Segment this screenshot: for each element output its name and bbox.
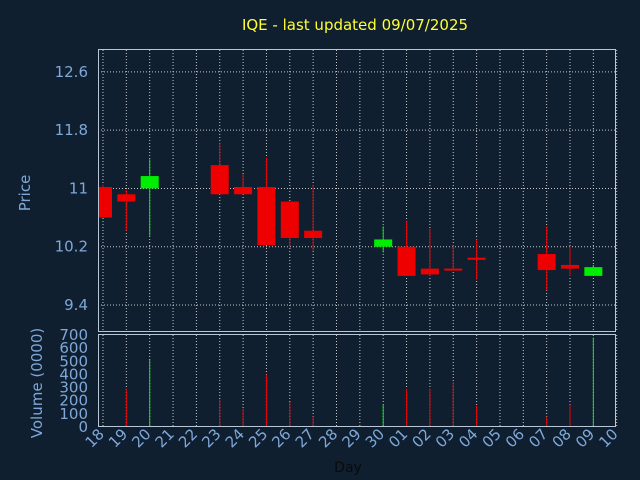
price-grid [98,50,618,332]
candle [467,239,486,280]
candle [210,143,229,195]
candle [584,264,603,276]
candle-body [304,230,323,238]
candle-body [234,186,253,195]
x-tick-label: 19 [105,425,131,451]
candle [420,228,439,276]
volume-y-tick-label: 200 [59,392,88,410]
candle-body [444,268,463,271]
candle-body [210,165,229,195]
chart-title: IQE - last updated 09/07/2025 [242,16,468,34]
x-tick-label: 21 [152,425,178,451]
price-y-tick-label: 10.2 [55,238,88,256]
candles [99,143,603,291]
price-y-tick-label: 12.6 [55,63,88,81]
candle-body [561,264,579,269]
x-tick-label: 08 [549,425,575,451]
x-axis-label: Day [334,460,362,476]
x-tick-label: 09 [572,425,598,451]
candle [561,246,579,276]
candle [117,189,136,231]
volume-bars [125,337,594,427]
price-y-tick-label: 9.4 [64,296,88,314]
candle-body [257,186,276,246]
volume-y-tick-label: 500 [59,352,88,370]
candle-body [420,268,439,275]
candle [257,157,276,246]
price-y-tick-label: 11 [69,179,88,197]
candle [99,184,112,218]
candle [280,201,299,247]
x-tick-label: 06 [502,425,528,451]
x-tick-label: 23 [198,425,224,451]
x-tick-label: 27 [292,425,318,451]
price-axis-label: Price [16,175,34,212]
candle [397,221,416,276]
x-tick-label: 05 [479,425,505,451]
x-tick-label: 30 [362,425,388,451]
volume-grid [102,335,618,427]
x-tick-label: 25 [245,425,271,451]
x-ticks: 1819202122232425262728293001020304050607… [82,425,622,451]
candle-body [397,246,416,276]
candle [304,184,323,251]
candle [140,159,159,236]
price-y-ticks: 9.4 10.2 11 11.8 12.6 [55,63,88,314]
price-y-tick-label: 11.8 [55,121,88,139]
volume-y-tick-label: 0 [78,418,88,436]
x-tick-label: 04 [455,425,481,451]
x-tick-label: 01 [385,425,411,451]
x-tick-label: 22 [175,425,201,451]
candle-body [467,257,486,260]
x-tick-label: 29 [338,425,364,451]
volume-y-tick-label: 300 [59,379,88,397]
candle-body [140,176,159,189]
x-tick-label: 07 [525,425,551,451]
x-tick-label: 24 [222,425,248,451]
candle-body [99,186,112,218]
candle-body [374,239,393,247]
candle-body [537,254,556,271]
price-panel-frame [98,49,616,332]
x-tick-label: 20 [128,425,154,451]
candle-body [584,267,603,276]
volume-axis-label: Volume (0000) [28,328,46,438]
candle [444,245,463,271]
candle [374,226,393,253]
volume-y-tick-label: 400 [59,365,88,383]
candle [234,173,253,195]
volume-panel-frame [98,334,616,427]
volume-y-tick-label: 100 [59,405,88,423]
candle-body [280,201,299,238]
candle [537,226,556,291]
x-tick-label: 10 [595,425,621,451]
x-tick-label: 03 [432,425,458,451]
x-tick-label: 02 [408,425,434,451]
volume-y-tick-label: 700 [59,326,88,344]
x-tick-label: 28 [315,425,341,451]
volume-y-tick-label: 600 [59,339,88,357]
x-tick-label: 26 [268,425,294,451]
candle-body [117,194,136,202]
